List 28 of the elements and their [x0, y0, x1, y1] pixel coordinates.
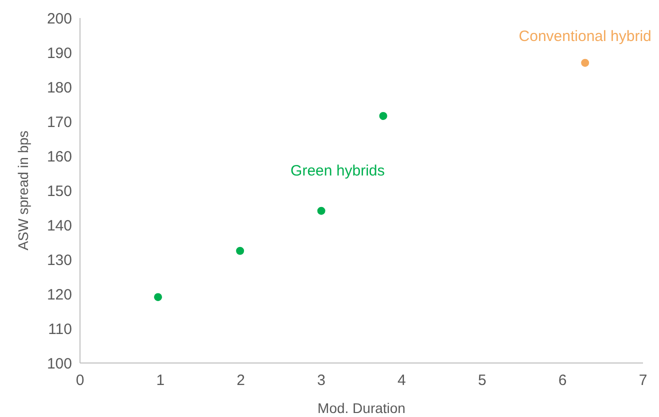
point	[236, 246, 244, 255]
x-tick-label: 6	[558, 372, 567, 389]
x-tick-label: 0	[76, 372, 84, 389]
text: Green hybrids	[290, 162, 385, 180]
y-tick-label: 190	[46, 44, 72, 62]
point	[379, 112, 388, 120]
y-tick-label: 180	[46, 79, 72, 96]
point	[154, 293, 162, 302]
x-tick-label: 2	[236, 372, 246, 389]
y-tick-label: 130	[46, 252, 72, 269]
y-tick-label: 100	[46, 355, 72, 372]
y-tick-label: 120	[46, 286, 72, 304]
y-tick-label: 110	[48, 320, 72, 338]
y-tick-label: 160	[46, 148, 72, 166]
y-tick-label: 140	[46, 217, 72, 234]
series-label: Conventional hybrid	[518, 28, 652, 45]
x-tick-label: 3	[317, 372, 326, 389]
point	[581, 58, 590, 67]
y-tick-label: 200	[46, 10, 72, 28]
x-tick-label: 1	[156, 372, 165, 389]
point	[317, 206, 326, 215]
x-axis-title: Mod. Duration	[318, 400, 406, 416]
x-tick-label: 4	[398, 372, 406, 389]
y-axis-title: ASW spread in bps	[15, 130, 31, 250]
x-tick-label: 5	[478, 372, 486, 389]
x-tick-label: 7	[638, 372, 648, 389]
y-tick-label: 150	[46, 182, 72, 200]
y-tick-label: 170	[46, 114, 72, 131]
